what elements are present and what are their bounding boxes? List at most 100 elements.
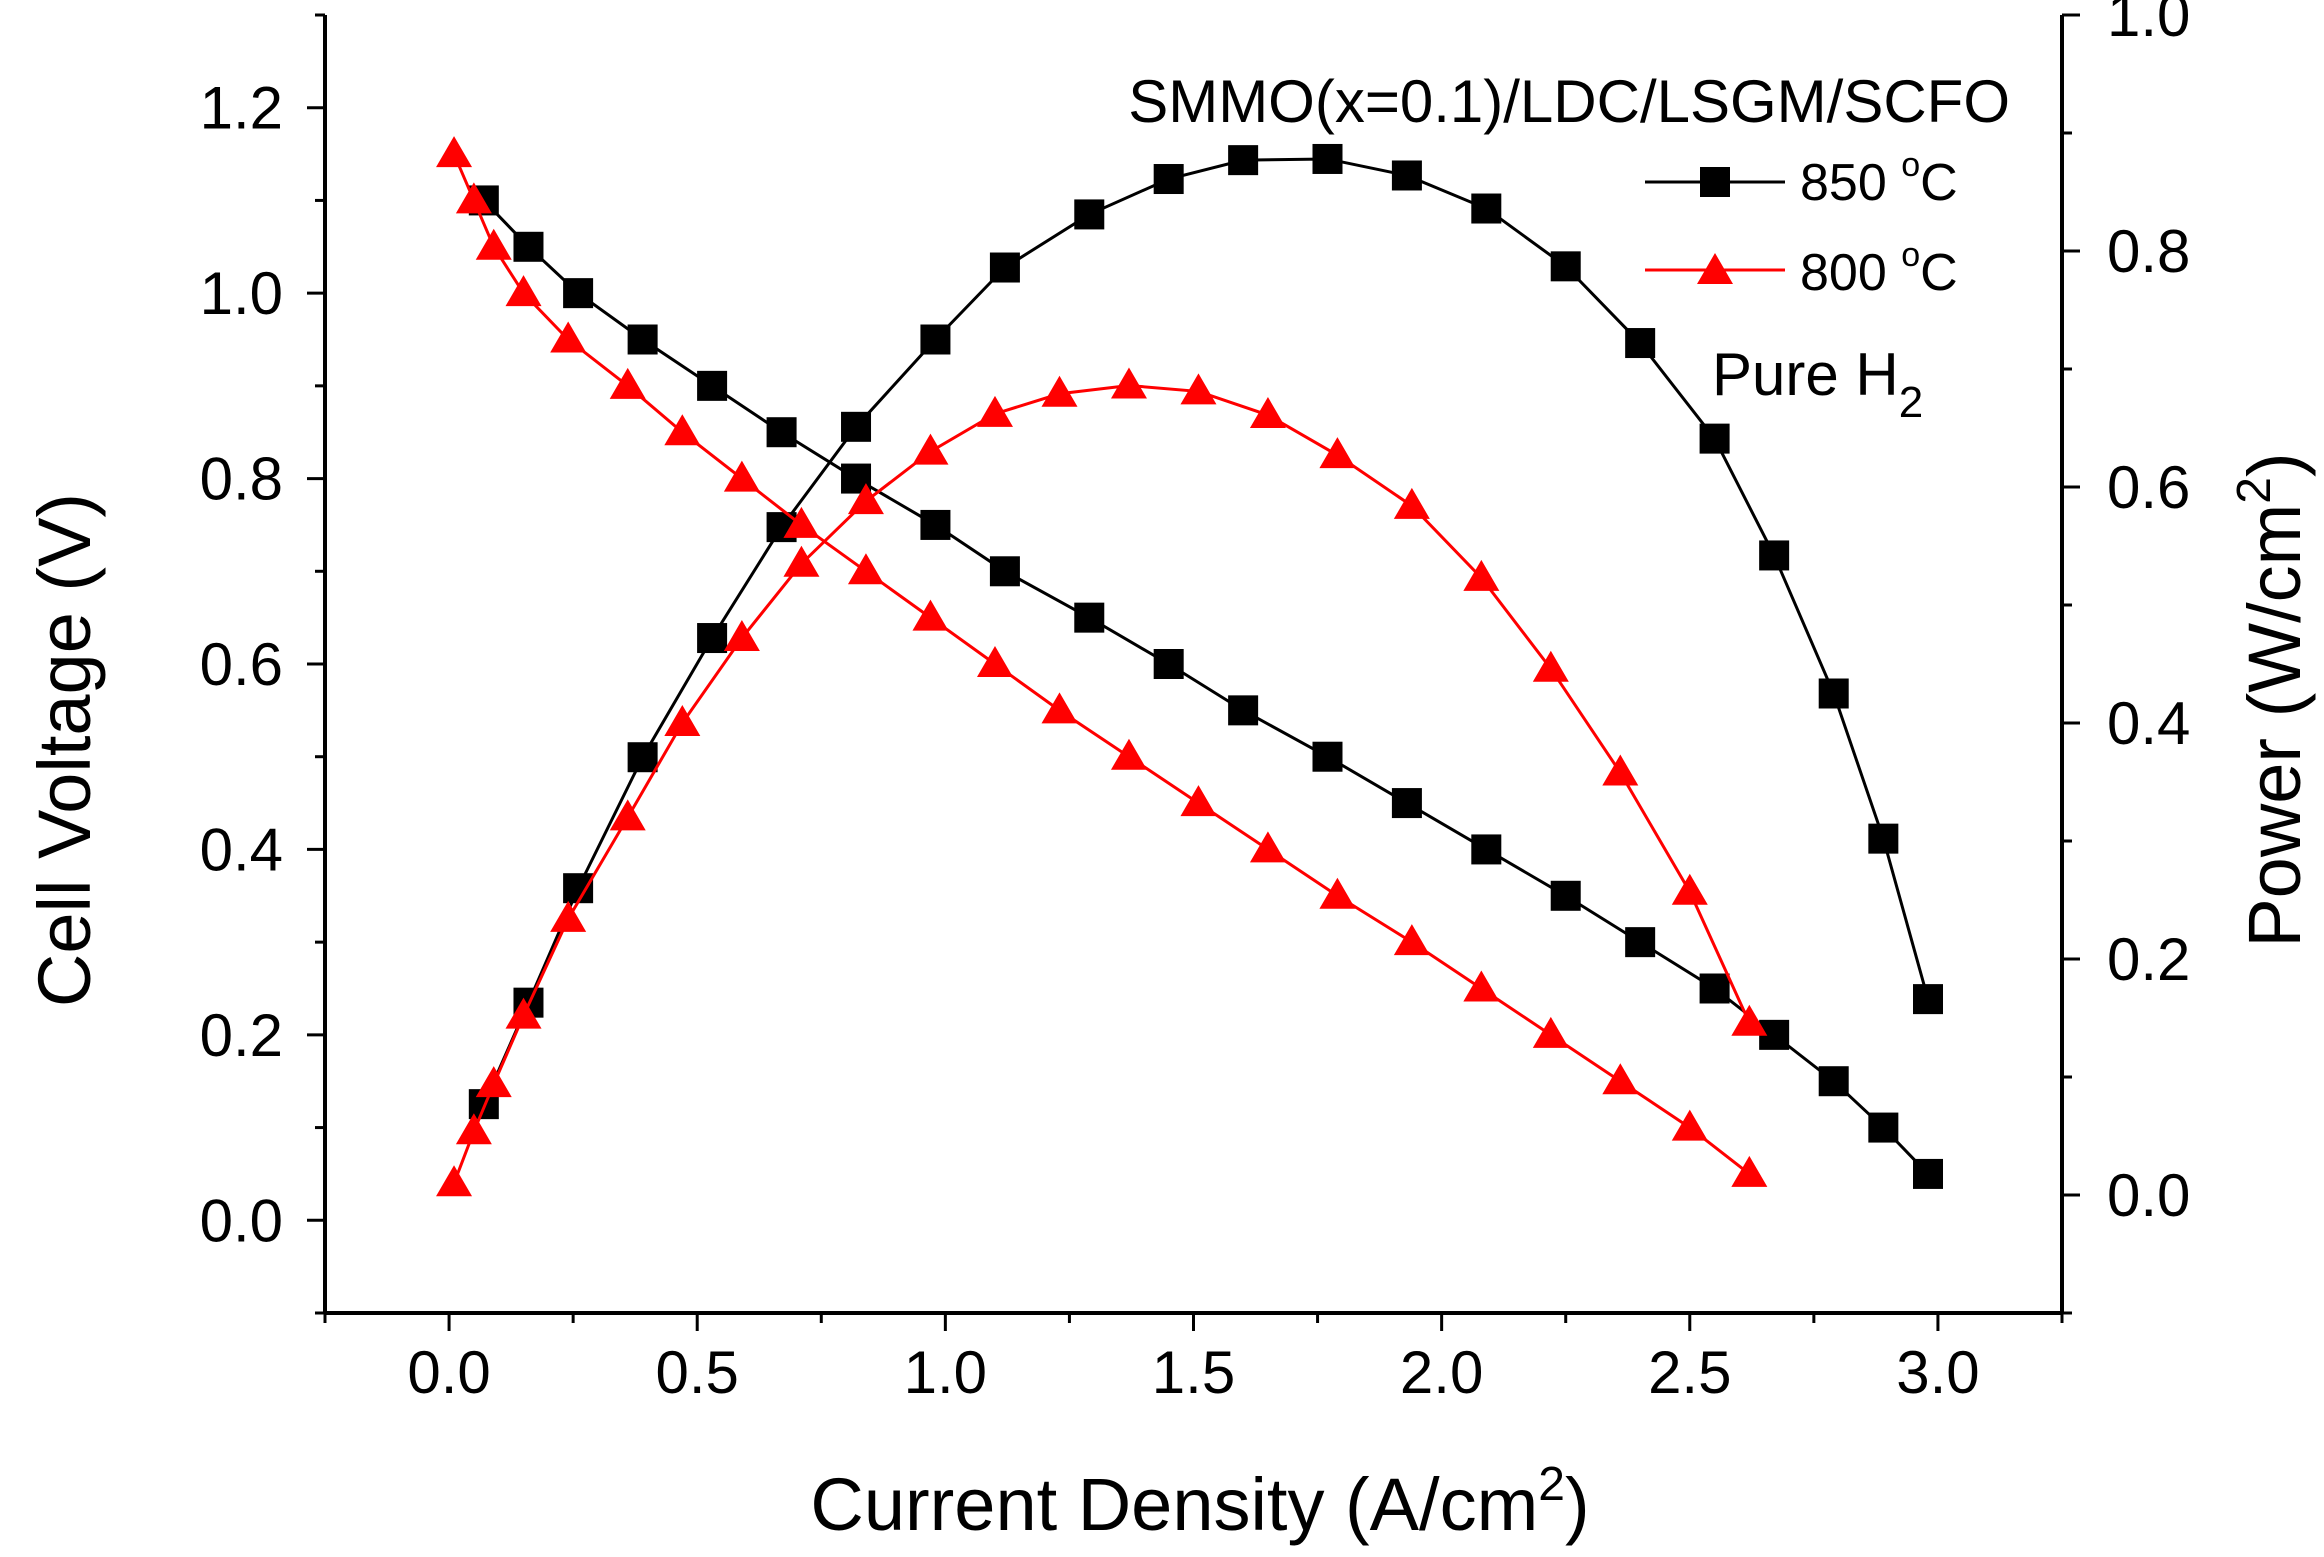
data-point xyxy=(550,321,587,353)
right-axis-title: Power (W/cm2) xyxy=(2228,452,2316,947)
legend-entry-800: 800 oC xyxy=(1645,236,1958,302)
data-point xyxy=(697,623,728,654)
data-point xyxy=(1312,741,1343,772)
data-point xyxy=(436,136,473,168)
x-tick-label: 0.5 xyxy=(656,1339,739,1406)
x-tick-label: 0.0 xyxy=(407,1339,490,1406)
data-point xyxy=(697,370,728,401)
data-point xyxy=(627,324,658,355)
series-1 xyxy=(468,143,1944,1120)
data-point xyxy=(1393,487,1430,519)
data-point xyxy=(1671,1109,1708,1141)
fuel-label: Pure H2 xyxy=(1712,341,1923,427)
data-point xyxy=(664,705,701,736)
legend-marker-850 xyxy=(1700,167,1730,197)
legend-label-800: 800 oC xyxy=(1800,236,1958,302)
x-tick-label: 1.0 xyxy=(904,1339,987,1406)
data-point xyxy=(1463,559,1500,591)
left-y-tick-label: 0.6 xyxy=(200,631,283,698)
legend: 850 oC 800 oC xyxy=(1645,146,1958,302)
x-tick-label: 2.0 xyxy=(1400,1339,1483,1406)
data-point xyxy=(920,509,951,540)
data-point xyxy=(1602,1063,1639,1095)
right-y-tick-label: 1.0 xyxy=(2107,0,2190,49)
right-y-tick-label: 0.4 xyxy=(2107,690,2190,757)
x-axis-title: Current Density (A/cm2) xyxy=(810,1458,1589,1546)
data-point xyxy=(1319,437,1356,469)
data-point xyxy=(1550,880,1581,911)
data-point xyxy=(783,545,820,577)
data-point xyxy=(1731,1155,1768,1187)
data-point xyxy=(723,460,760,492)
right-y-tick-label: 0.8 xyxy=(2107,218,2190,285)
series-layer xyxy=(436,136,1944,1197)
data-point xyxy=(1249,831,1286,863)
data-point xyxy=(1818,1066,1849,1097)
data-point xyxy=(664,414,701,446)
data-point xyxy=(1699,973,1730,1004)
right-y-tick-label: 0.0 xyxy=(2107,1162,2190,1229)
data-point xyxy=(1532,1016,1569,1048)
data-point xyxy=(455,1113,492,1145)
data-point xyxy=(1391,788,1422,819)
data-point xyxy=(505,997,542,1029)
left-y-tick-label: 0.8 xyxy=(200,446,283,513)
data-point xyxy=(1625,328,1656,359)
right-y-tick-label: 0.6 xyxy=(2107,454,2190,521)
left-y-tick-label: 0.2 xyxy=(200,1002,283,1069)
data-point xyxy=(1671,873,1708,905)
data-point xyxy=(920,324,951,355)
data-point xyxy=(912,599,949,631)
data-point xyxy=(1249,397,1286,429)
data-point xyxy=(1731,1004,1768,1036)
data-point xyxy=(766,417,797,448)
data-point xyxy=(1312,143,1343,174)
data-point xyxy=(783,506,820,538)
data-point xyxy=(1180,373,1217,405)
data-point xyxy=(505,275,542,307)
data-point xyxy=(1319,877,1356,909)
data-point xyxy=(1818,678,1849,709)
data-point xyxy=(475,228,512,260)
data-point xyxy=(1625,927,1656,958)
data-point xyxy=(513,231,544,262)
x-axis-ticks: 0.0 0.5 1.0 1.5 2.0 2.5 3.0 xyxy=(323,1313,2064,1406)
left-axis-title: Cell Voltage (V) xyxy=(23,493,106,1007)
data-point xyxy=(989,252,1020,283)
data-point xyxy=(976,395,1013,427)
data-point xyxy=(1913,1158,1944,1189)
data-point xyxy=(1471,834,1502,865)
data-point xyxy=(1110,738,1147,770)
x-tick-label: 1.5 xyxy=(1152,1339,1235,1406)
data-point xyxy=(1391,160,1422,191)
data-point xyxy=(912,433,949,465)
left-y-tick-label: 1.2 xyxy=(200,75,283,142)
x-tick-label: 3.0 xyxy=(1896,1339,1979,1406)
data-point xyxy=(1602,754,1639,786)
data-point xyxy=(1110,367,1147,399)
data-point xyxy=(1074,199,1105,230)
data-point xyxy=(563,873,594,904)
data-point xyxy=(989,556,1020,587)
data-point xyxy=(1471,193,1502,224)
data-point xyxy=(563,278,594,309)
data-point xyxy=(475,1066,512,1098)
data-point xyxy=(550,900,587,932)
data-point xyxy=(847,553,884,585)
right-axis-ticks: 0.0 0.2 0.4 0.6 0.8 1.0 xyxy=(2062,0,2190,1315)
data-point xyxy=(841,411,872,442)
data-point xyxy=(723,620,760,652)
data-point xyxy=(1228,695,1259,726)
data-point xyxy=(609,799,646,831)
data-point xyxy=(436,1165,473,1197)
series-line xyxy=(482,157,1930,1105)
data-point xyxy=(1550,251,1581,282)
data-point xyxy=(1699,423,1730,454)
data-point xyxy=(1463,970,1500,1002)
data-point xyxy=(1180,785,1217,817)
legend-entry-850: 850 oC xyxy=(1645,146,1958,212)
data-point xyxy=(609,367,646,399)
series-3 xyxy=(436,367,1768,1197)
left-y-tick-label: 0.4 xyxy=(200,816,283,883)
